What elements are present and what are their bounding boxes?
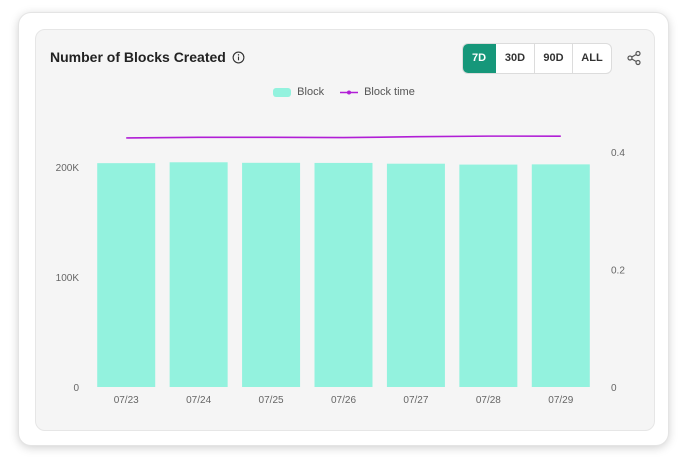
y-right-tick-label: 0.4	[611, 148, 625, 159]
bar-07-28	[459, 164, 518, 387]
y-right-tick-label: 0.2	[611, 266, 625, 277]
bar-07-23	[97, 163, 156, 387]
legend-swatch-block	[273, 87, 292, 97]
time-range-selector: 7D 30D 90D ALL	[462, 43, 612, 74]
range-button-all[interactable]: ALL	[581, 52, 603, 64]
block-time-line	[126, 135, 561, 139]
x-tick-label: 07/23	[114, 395, 139, 406]
legend-swatch-block-time	[340, 90, 359, 94]
x-tick-label: 07/26	[331, 395, 356, 406]
x-tick-label: 07/28	[476, 395, 501, 406]
y-left-tick-label: 0	[73, 383, 79, 394]
bar-07-29	[531, 164, 590, 387]
legend-item-block[interactable]: Block	[273, 86, 324, 98]
y-right-tick-label: 0	[611, 383, 617, 394]
info-icon[interactable]	[232, 51, 245, 64]
legend-item-block-time[interactable]: Block time	[340, 86, 415, 98]
chart-title-text: Number of Blocks Created	[50, 49, 226, 65]
x-tick-label: 07/24	[186, 395, 211, 406]
bar-07-26	[314, 162, 373, 387]
y-left-tick-label: 200K	[56, 163, 80, 174]
share-icon[interactable]	[626, 50, 642, 66]
x-tick-label: 07/29	[548, 395, 573, 406]
range-button-7d[interactable]: 7D	[463, 44, 496, 73]
range-button-90d[interactable]: 90D	[535, 44, 573, 73]
legend-label-block-time: Block time	[364, 86, 415, 98]
bar-07-24	[169, 162, 228, 387]
x-tick-label: 07/25	[259, 395, 284, 406]
range-button-30d[interactable]: 30D	[496, 44, 535, 73]
chart-legend: Block Block time	[0, 86, 688, 98]
bar-07-27	[386, 163, 445, 387]
chart-title: Number of Blocks Created	[50, 49, 245, 65]
bar-07-25	[242, 162, 301, 387]
legend-label-block: Block	[297, 86, 325, 98]
y-left-tick-label: 100K	[56, 273, 80, 284]
x-tick-label: 07/27	[403, 395, 428, 406]
